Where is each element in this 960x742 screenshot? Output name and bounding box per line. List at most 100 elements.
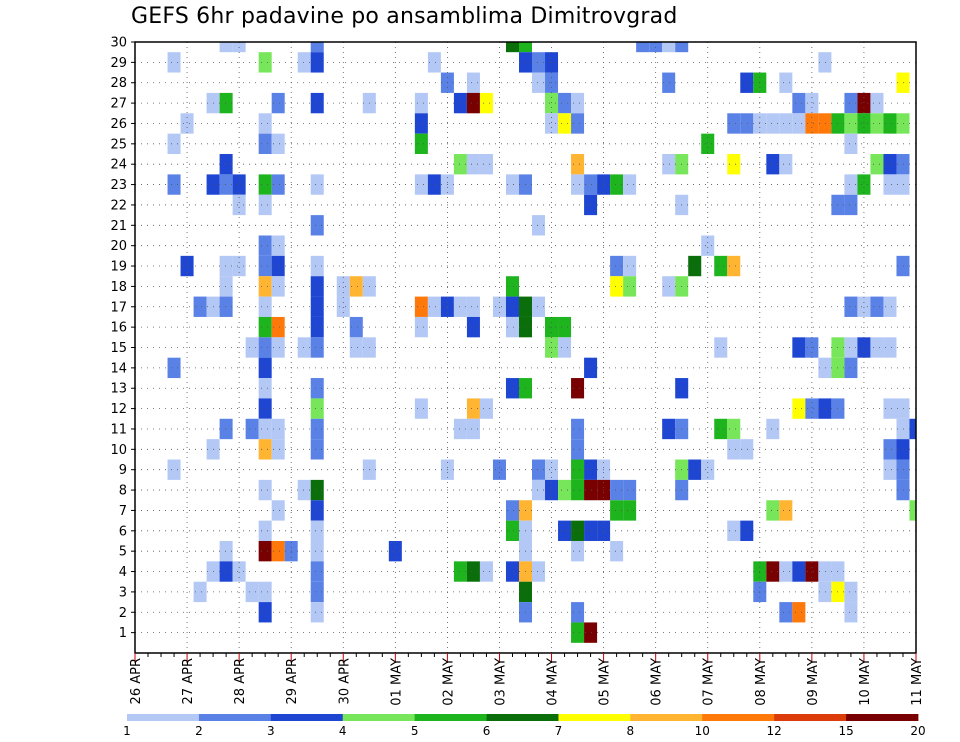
heatmap-cell: [427, 296, 441, 317]
y-tick-label: 12: [110, 402, 127, 417]
heatmap-cell: [232, 194, 246, 216]
heatmap-cell: [219, 276, 233, 297]
heatmap-cell: [571, 479, 585, 501]
colorbar-label: 8: [627, 724, 635, 738]
x-tick-label: 04 MAY: [546, 658, 561, 706]
y-tick-label: 15: [110, 341, 127, 356]
heatmap-cell: [675, 42, 689, 53]
heatmap-cell: [779, 113, 793, 134]
heatmap-cell: [766, 500, 780, 521]
heatmap-cell: [610, 540, 624, 562]
heatmap-cell: [310, 561, 324, 582]
heatmap-cell: [779, 500, 793, 521]
y-tick-label: 1: [119, 626, 127, 641]
heatmap-cell: [532, 52, 546, 73]
heatmap-cell: [779, 561, 793, 582]
heatmap-cell: [766, 561, 780, 582]
colorbar-segment: [127, 714, 200, 721]
heatmap-cell: [193, 581, 207, 603]
heatmap-cell: [453, 418, 467, 440]
heatmap-cell: [349, 337, 363, 358]
heatmap-cell: [310, 337, 324, 358]
heatmap-cell: [584, 357, 598, 379]
colorbar-segment: [270, 714, 344, 721]
heatmap-cell: [623, 479, 637, 501]
heatmap-cell: [571, 418, 585, 440]
heatmap-cell: [766, 418, 780, 440]
heatmap-cell: [271, 133, 285, 155]
heatmap-cell: [310, 398, 324, 419]
y-tick-label: 23: [110, 178, 127, 193]
y-tick-label: 17: [110, 300, 127, 315]
heatmap-cell: [271, 418, 285, 440]
colorbar-label: 10: [695, 724, 710, 738]
heatmap-cell: [271, 439, 285, 460]
heatmap-cell: [844, 92, 858, 114]
heatmap-cell: [558, 92, 572, 114]
heatmap-cell: [571, 540, 585, 562]
heatmap-cell: [532, 72, 546, 93]
heatmap-cell: [818, 52, 832, 73]
y-tick-label: 26: [110, 117, 127, 132]
heatmap-cell: [310, 174, 324, 195]
colorbar-label: 4: [339, 724, 347, 738]
colorbar-label: 15: [838, 724, 853, 738]
heatmap-cell: [258, 378, 272, 399]
heatmap-cell: [532, 561, 546, 582]
heatmap-cell: [310, 581, 324, 603]
heatmap-cell: [258, 520, 272, 541]
heatmap-cell: [688, 459, 702, 480]
heatmap-cell: [571, 113, 585, 134]
heatmap-cell: [610, 174, 624, 195]
heatmap-cell: [883, 174, 897, 195]
x-tick-label: 30 APR: [337, 658, 352, 704]
heatmap-cell: [414, 92, 428, 114]
heatmap-cell: [805, 113, 819, 134]
heatmap-cell: [844, 337, 858, 358]
heatmap-cell: [896, 398, 910, 419]
heatmap-cell: [258, 133, 272, 155]
heatmap-cell: [532, 459, 546, 480]
heatmap-cell: [505, 561, 519, 582]
heatmap-cell: [167, 357, 181, 379]
y-tick-label: 2: [119, 606, 127, 621]
heatmap-cell: [310, 520, 324, 541]
heatmap-cell: [896, 72, 910, 93]
heatmap-cell: [310, 52, 324, 73]
heatmap-cell: [662, 276, 676, 297]
heatmap-cell: [844, 602, 858, 623]
y-tick-label: 16: [110, 321, 127, 336]
heatmap-cell: [492, 296, 506, 317]
heatmap-cell: [219, 540, 233, 562]
heatmap-cell: [492, 459, 506, 480]
heatmap-cell: [792, 561, 806, 582]
heatmap-cell: [258, 296, 272, 317]
heatmap-cell: [779, 154, 793, 175]
heatmap-cell: [883, 296, 897, 317]
heatmap-cell: [258, 398, 272, 419]
y-tick-label: 19: [110, 260, 127, 275]
heatmap-cell: [453, 92, 467, 114]
heatmap-cell: [805, 561, 819, 582]
y-tick-label: 9: [119, 463, 127, 478]
heatmap-cell: [466, 561, 480, 582]
heatmap-cell: [258, 113, 272, 134]
colorbar-label: 20: [910, 724, 925, 738]
heatmap-cell: [180, 113, 194, 134]
heatmap-cell: [909, 418, 916, 440]
colorbar-segment: [342, 714, 416, 721]
y-tick-label: 3: [119, 585, 127, 600]
colorbar-segment: [414, 714, 487, 721]
heatmap-cell: [571, 520, 585, 541]
heatmap-cell: [727, 113, 741, 134]
heatmap-cell: [571, 622, 585, 643]
heatmap-cell: [571, 378, 585, 399]
heatmap-cell: [818, 113, 832, 134]
heatmap-cell: [584, 479, 598, 501]
heatmap-cell: [870, 337, 884, 358]
grid: [135, 41, 916, 653]
heatmap-cell: [310, 316, 324, 338]
y-tick-label: 27: [110, 97, 127, 112]
heatmap-cell: [258, 540, 272, 562]
heatmap-cell: [779, 602, 793, 623]
